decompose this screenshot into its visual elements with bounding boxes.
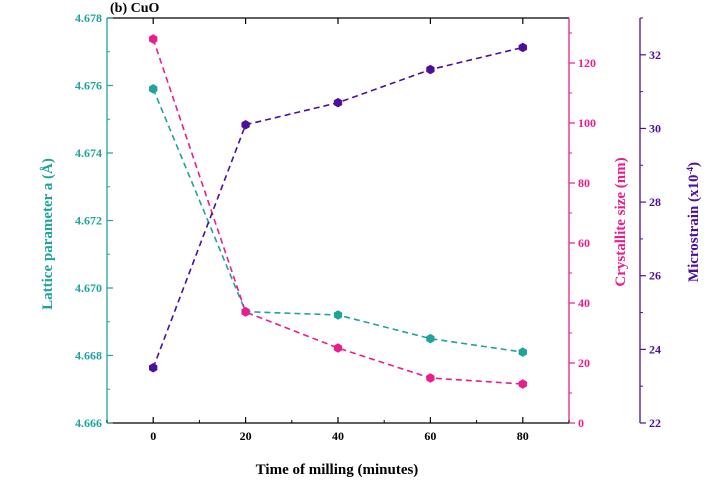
- left-axis-label: Lattice parameter a (Å): [40, 158, 56, 310]
- series-layer: [149, 34, 527, 389]
- x-tick-label: 40: [332, 429, 344, 443]
- crystallite-size-point: [426, 373, 435, 383]
- microstrain-tick-label: 32: [649, 48, 661, 62]
- axis-ticks: 0 20 40 60 80 4.666 4.668 4.670 4.672 4.674 4.676 4…: [75, 11, 661, 443]
- crystallite-tick-label: 60: [578, 236, 590, 250]
- lattice-parameter-a-point: [518, 347, 527, 357]
- crystallite-size-line: [152, 38, 523, 385]
- left-tick-label: 4.676: [75, 79, 102, 93]
- microstrain-point: [241, 119, 250, 130]
- x-tick-label: 60: [424, 429, 436, 443]
- lattice-parameter-a-point: [426, 333, 435, 344]
- left-tick-label: 4.678: [75, 11, 102, 25]
- microstrain-label-main: Microstrain (x10: [686, 174, 702, 282]
- x-axis-label: Time of milling (minutes): [256, 462, 419, 478]
- chart-title: (b) CuO: [110, 1, 160, 16]
- crystallite-tick-label: 80: [578, 176, 590, 190]
- crystallite-tick-label: 40: [578, 296, 590, 310]
- x-tick-label: 20: [240, 429, 252, 443]
- microstrain-point: [426, 64, 435, 75]
- left-tick-label: 4.674: [75, 146, 102, 160]
- microstrain-point: [518, 42, 527, 53]
- crystallite-tick-label: 20: [578, 356, 590, 370]
- microstrain-tick-label: 28: [649, 195, 661, 209]
- x-tick-label: 80: [517, 429, 529, 443]
- crystallite-size-point: [241, 307, 250, 317]
- microstrain-tick-label: 26: [649, 269, 661, 283]
- left-tick-label: 4.670: [75, 281, 102, 295]
- lattice-parameter-a-point: [333, 310, 343, 320]
- lattice-parameter-a-point: [149, 84, 158, 94]
- microstrain-label-exponent: -4: [685, 166, 695, 174]
- crystallite-size-point: [149, 34, 158, 44]
- microstrain-point: [333, 97, 343, 108]
- crystallite-tick-label: 120: [578, 56, 596, 70]
- left-tick-label: 4.672: [75, 214, 102, 228]
- plot-frame: [106, 17, 641, 424]
- x-tick-label: 0: [150, 429, 156, 443]
- microstrain-label-end: ): [686, 162, 702, 167]
- crystallite-tick-label: 100: [578, 116, 596, 130]
- microstrain-axis-label: Microstrain (x10-4): [685, 162, 702, 282]
- left-tick-label: 4.666: [75, 416, 102, 430]
- crystallite-axis-label: Crystallite size (nm): [613, 157, 629, 286]
- microstrain-tick-label: 22: [649, 416, 661, 430]
- crystallite-size-point: [333, 343, 343, 353]
- left-tick-label: 4.668: [75, 349, 102, 363]
- microstrain-tick-label: 24: [649, 342, 661, 356]
- microstrain-point: [149, 362, 158, 373]
- crystallite-tick-label: 0: [578, 416, 584, 430]
- crystallite-size-point: [518, 379, 527, 389]
- microstrain-tick-label: 30: [649, 121, 661, 135]
